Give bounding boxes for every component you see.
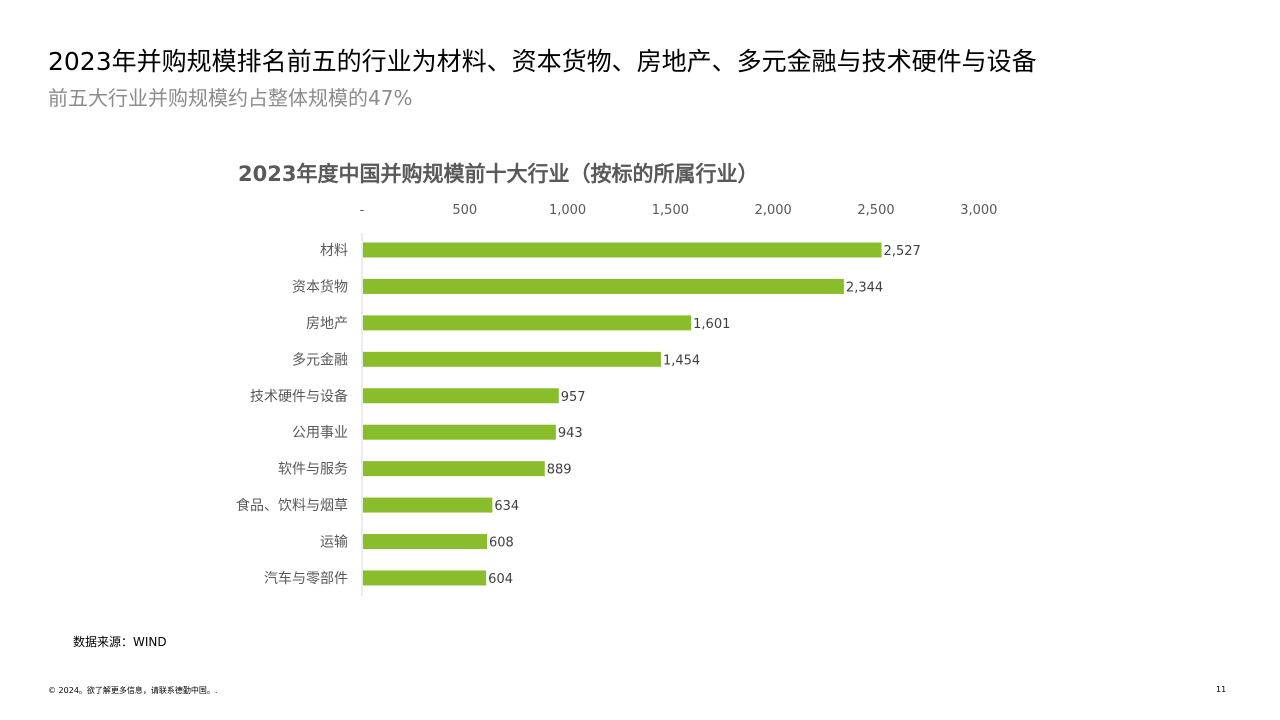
bar-value-label: 634 [494,499,519,514]
x-tick-label: 2,500 [857,203,894,218]
category-label: 资本货物 [292,278,348,295]
category-label: 公用事业 [292,425,348,441]
x-tick-label: 2,000 [755,203,792,218]
bar-value-label: 943 [558,426,583,441]
x-tick-label: 1,000 [549,203,586,218]
x-tick-label: - [360,203,365,218]
page-number: 11 [1216,685,1227,694]
bar [363,351,661,367]
category-label: 多元金融 [292,351,348,368]
bar [363,278,844,294]
footer-copyright: © 2024。欲了解更多信息，请联系德勤中国。. [48,686,218,695]
category-label: 房地产 [306,316,348,332]
x-tick-label: 3,000 [960,203,997,218]
bar [363,315,692,331]
category-label: 软件与服务 [278,462,348,478]
category-label: 食品、饮料与烟草 [236,497,348,514]
bar-value-label: 1,454 [663,353,700,368]
chart-title: 2023年度中国并购规模前十大行业（按标的所属行业） [238,162,759,186]
category-label: 技术硬件与设备 [250,388,348,405]
bar [363,461,545,477]
slide-headline: 2023年并购规模排名前五的行业为材料、资本货物、房地产、多元金融与技术硬件与设… [48,47,1037,76]
x-tick-label: 500 [452,203,477,218]
data-source-note: 数据来源：WIND [73,635,167,649]
bar [363,570,487,586]
x-tick-label: 1,500 [652,203,689,218]
category-label: 运输 [320,535,348,551]
category-label: 汽车与零部件 [264,570,348,587]
bar [363,388,559,404]
bar-value-label: 957 [561,390,586,405]
bar [363,424,556,440]
bar-value-label: 1,601 [693,317,730,332]
slide-subheadline: 前五大行业并购规模约占整体规模的47% [48,86,413,110]
bar-value-label: 889 [547,463,572,478]
bar [363,242,882,258]
bar [363,497,493,513]
bar-value-label: 2,344 [846,280,883,295]
bar-value-label: 2,527 [884,244,921,259]
category-label: 材料 [320,243,348,259]
bar-value-label: 608 [489,536,514,551]
bar-value-label: 604 [488,572,513,587]
bar [363,534,488,550]
